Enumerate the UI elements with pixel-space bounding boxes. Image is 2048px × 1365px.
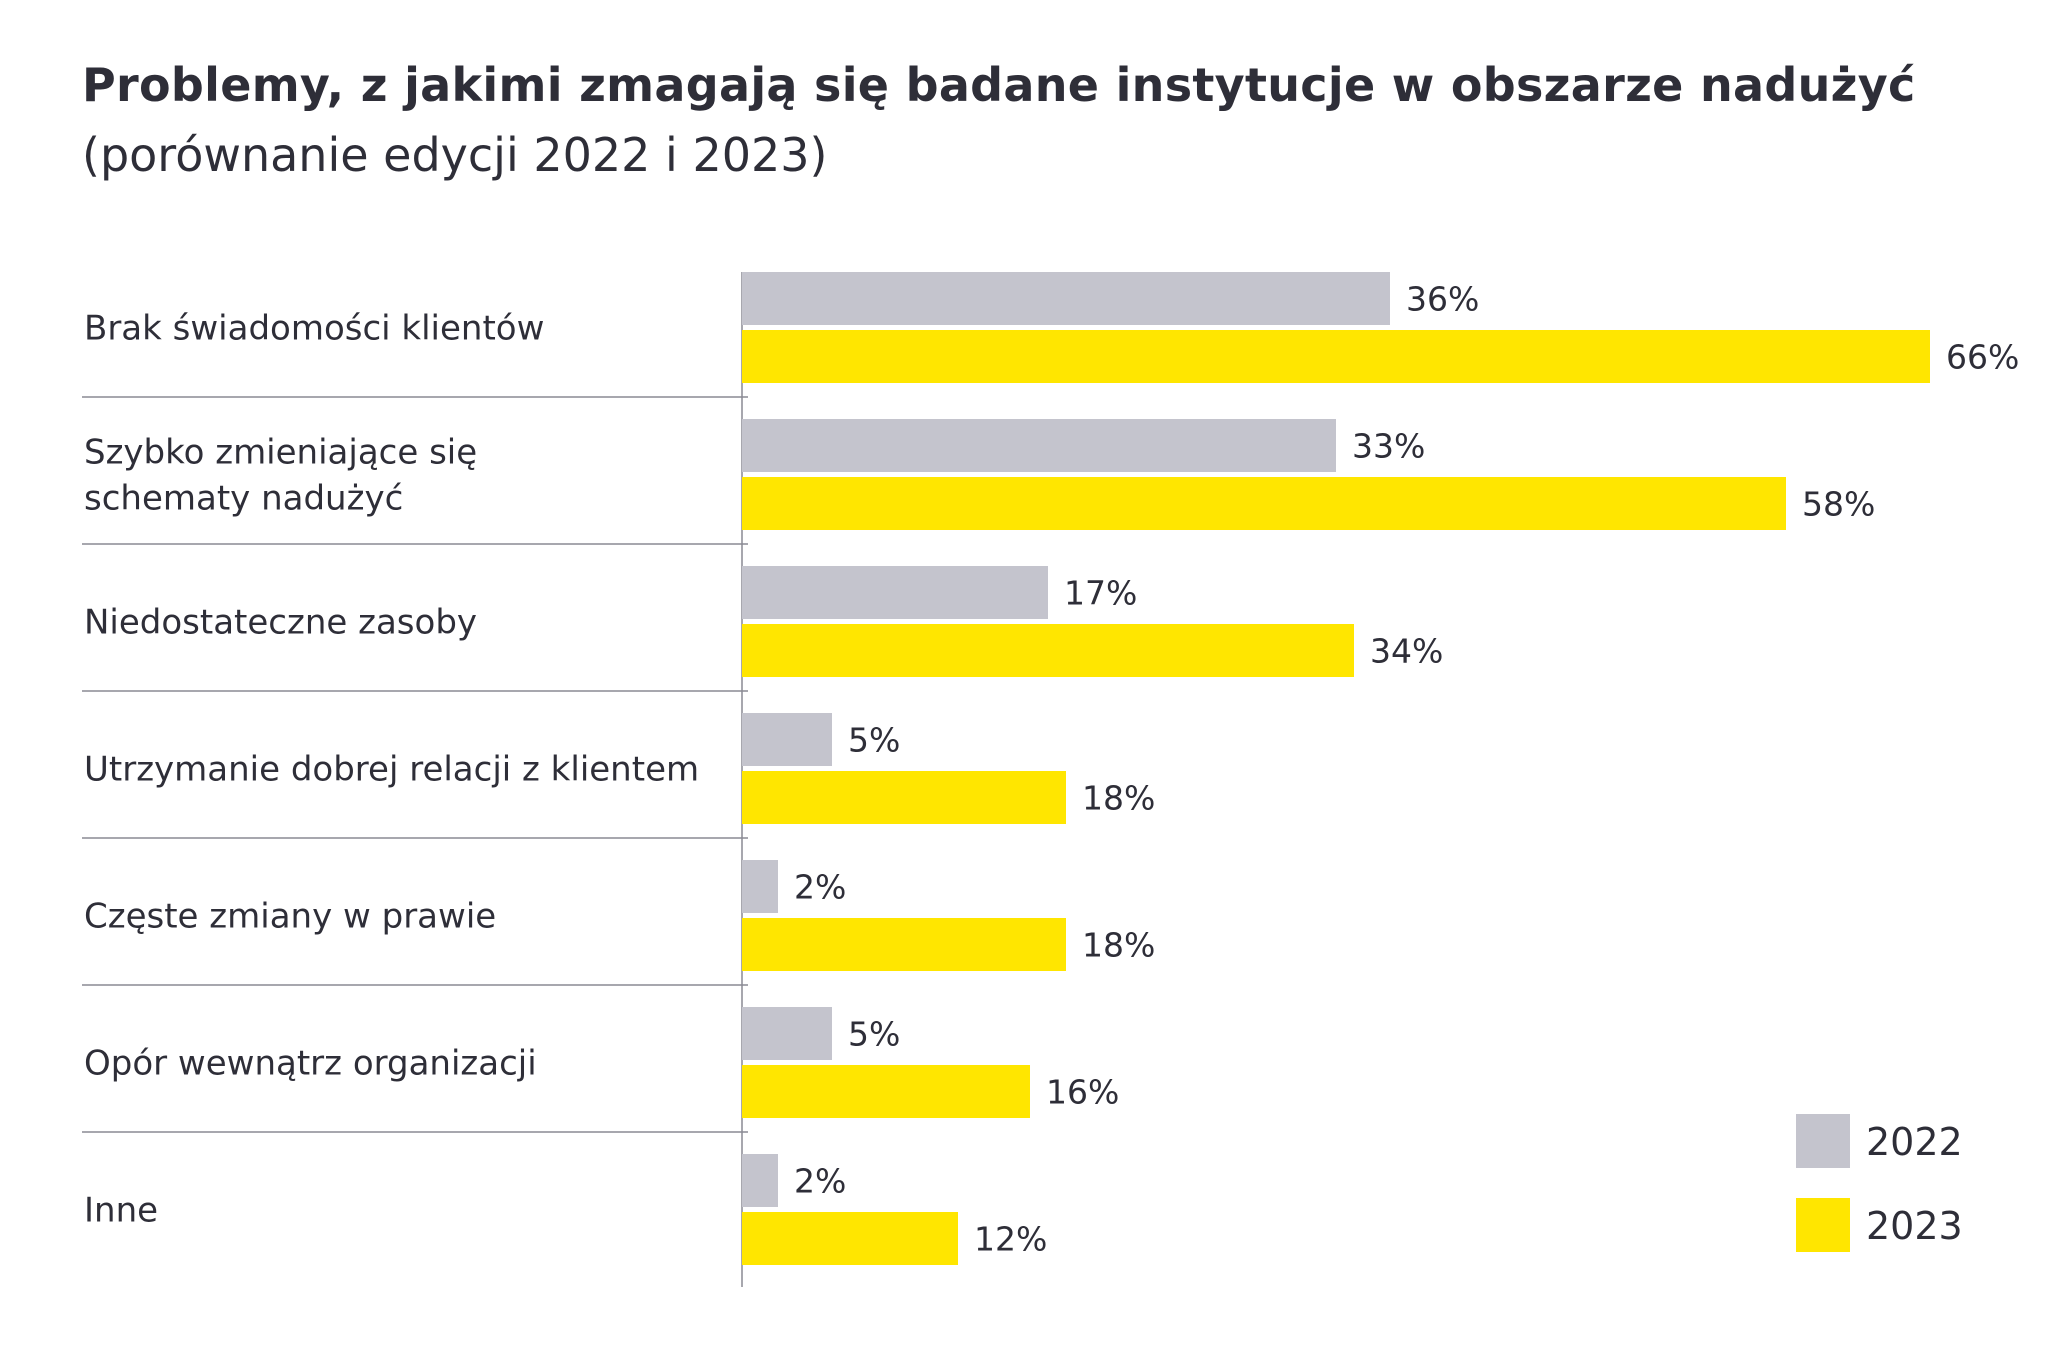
data-label-2023: 18% — [1082, 779, 1155, 818]
category-label-line: Inne — [84, 1191, 158, 1231]
data-label-2023: 12% — [974, 1220, 1047, 1259]
bar-2022 — [742, 566, 1048, 619]
data-label-2022: 2% — [794, 1162, 846, 1201]
category-label-line: Utrzymanie dobrej relacji z klientem — [84, 750, 699, 790]
category-label-line: Niedostateczne zasoby — [84, 603, 477, 643]
bar-2022 — [742, 860, 778, 913]
data-label-2023: 18% — [1082, 926, 1155, 965]
category-label: Niedostateczne zasoby — [84, 603, 477, 643]
category-label: Częste zmiany w prawie — [84, 897, 496, 937]
category-label: Brak świadomości klientów — [84, 309, 544, 349]
category-label: Inne — [84, 1191, 158, 1231]
data-label-2023: 16% — [1046, 1073, 1119, 1112]
bar-2022 — [742, 272, 1390, 325]
category-label-line: Opór wewnątrz organizacji — [84, 1044, 537, 1084]
bar-2023 — [742, 477, 1786, 530]
bar-2022 — [742, 419, 1336, 472]
bar-2023 — [742, 918, 1066, 971]
bar-2023 — [742, 771, 1066, 824]
bar-2022 — [742, 713, 832, 766]
category-label: Utrzymanie dobrej relacji z klientem — [84, 750, 699, 790]
data-label-2022: 2% — [794, 868, 846, 907]
bar-2023 — [742, 1065, 1030, 1118]
bar-2022 — [742, 1154, 778, 1207]
data-label-2023: 58% — [1802, 485, 1875, 524]
data-label-2022: 33% — [1352, 427, 1425, 466]
data-label-2022: 17% — [1064, 574, 1137, 613]
legend-label-2023: 2023 — [1866, 1204, 1963, 1248]
legend-label-2022: 2022 — [1866, 1120, 1963, 1164]
legend-swatch-2022 — [1796, 1114, 1850, 1168]
data-label-2022: 5% — [848, 1015, 900, 1054]
category-label-line: Brak świadomości klientów — [84, 309, 544, 349]
bar-2023 — [742, 1212, 958, 1265]
data-label-2022: 5% — [848, 721, 900, 760]
data-label-2022: 36% — [1406, 280, 1479, 319]
category-label: Opór wewnątrz organizacji — [84, 1044, 537, 1084]
legend-swatch-2023 — [1796, 1198, 1850, 1252]
category-label-line: Szybko zmieniające się — [84, 433, 477, 473]
category-label-line: schematy nadużyć — [84, 479, 403, 519]
data-label-2023: 66% — [1946, 338, 2019, 377]
category-label: Szybko zmieniające się schematy nadużyć — [84, 433, 477, 519]
chart-subtitle: (porównanie edycji 2022 i 2023) — [82, 128, 828, 182]
bar-2023 — [742, 330, 1930, 383]
bar-2023 — [742, 624, 1354, 677]
chart-title: Problemy, z jakimi zmagają się badane in… — [82, 58, 1916, 112]
category-label-line: Częste zmiany w prawie — [84, 897, 496, 937]
data-label-2023: 34% — [1370, 632, 1443, 671]
bar-2022 — [742, 1007, 832, 1060]
